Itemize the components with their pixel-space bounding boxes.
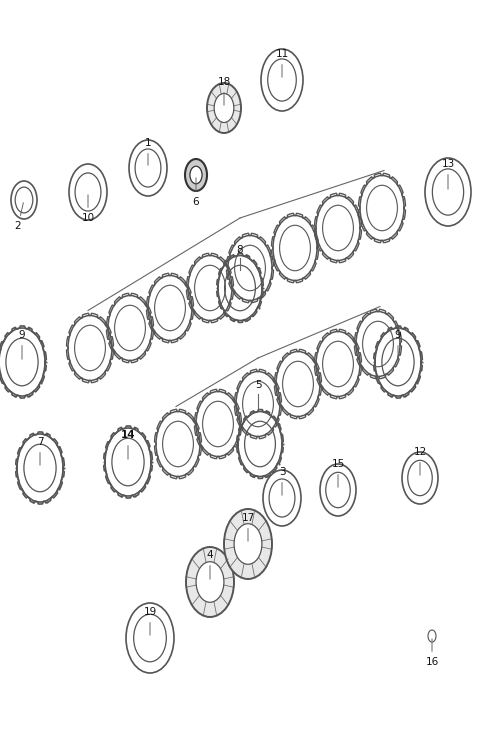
- Ellipse shape: [196, 562, 224, 603]
- Text: 7: 7: [36, 437, 43, 465]
- Ellipse shape: [185, 159, 207, 191]
- Text: 6: 6: [192, 178, 199, 207]
- Text: 4: 4: [207, 550, 213, 579]
- Text: 9: 9: [395, 330, 401, 359]
- Text: 1: 1: [144, 138, 151, 165]
- Text: 2: 2: [15, 203, 24, 231]
- Text: 5: 5: [255, 380, 261, 390]
- Ellipse shape: [186, 547, 234, 617]
- Text: 15: 15: [331, 459, 345, 487]
- Ellipse shape: [207, 83, 241, 133]
- Text: 3: 3: [279, 467, 285, 495]
- Text: 10: 10: [82, 195, 95, 223]
- Ellipse shape: [224, 509, 272, 579]
- Ellipse shape: [214, 93, 234, 123]
- Text: 18: 18: [217, 77, 230, 105]
- Text: 13: 13: [442, 159, 455, 189]
- Text: 16: 16: [425, 639, 439, 667]
- Text: 9: 9: [19, 330, 25, 359]
- Ellipse shape: [234, 523, 262, 564]
- Text: 19: 19: [144, 607, 156, 635]
- Ellipse shape: [190, 166, 202, 184]
- Text: 11: 11: [276, 49, 288, 77]
- Text: 8: 8: [237, 245, 243, 255]
- Text: 14: 14: [120, 430, 135, 459]
- Text: 17: 17: [241, 513, 254, 541]
- Text: 12: 12: [413, 447, 427, 475]
